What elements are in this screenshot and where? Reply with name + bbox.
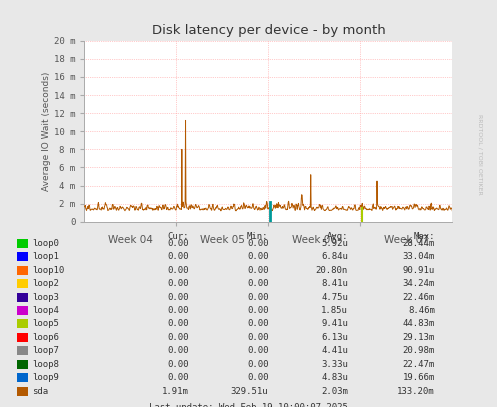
Text: 3.33u: 3.33u — [321, 360, 348, 369]
Text: 0.00: 0.00 — [167, 319, 189, 328]
Text: 0.00: 0.00 — [247, 266, 268, 275]
Text: 8.41u: 8.41u — [321, 279, 348, 288]
Text: sda: sda — [32, 387, 48, 396]
Text: 0.00: 0.00 — [167, 306, 189, 315]
Text: loop9: loop9 — [32, 373, 59, 382]
Text: 33.04m: 33.04m — [403, 252, 435, 261]
Text: 0.00: 0.00 — [247, 293, 268, 302]
Text: loop0: loop0 — [32, 239, 59, 248]
Text: loop2: loop2 — [32, 279, 59, 288]
Text: 0.00: 0.00 — [167, 346, 189, 355]
Text: 0.00: 0.00 — [167, 252, 189, 261]
Text: 29.13m: 29.13m — [403, 333, 435, 342]
Text: 28.44m: 28.44m — [403, 239, 435, 248]
Text: 19.66m: 19.66m — [403, 373, 435, 382]
Text: 0.00: 0.00 — [247, 373, 268, 382]
Text: loop10: loop10 — [32, 266, 65, 275]
Text: Week 04: Week 04 — [108, 235, 153, 245]
Text: RRDTOOL / TOBI OETIKER: RRDTOOL / TOBI OETIKER — [477, 114, 482, 195]
Text: 0.00: 0.00 — [247, 306, 268, 315]
Text: 0.00: 0.00 — [167, 279, 189, 288]
Text: Last update: Wed Feb 19 10:00:07 2025: Last update: Wed Feb 19 10:00:07 2025 — [149, 403, 348, 407]
Y-axis label: Average IO Wait (seconds): Average IO Wait (seconds) — [42, 72, 51, 191]
Text: 0.00: 0.00 — [167, 239, 189, 248]
Text: 44.83m: 44.83m — [403, 319, 435, 328]
Text: Week 06: Week 06 — [292, 235, 337, 245]
Text: 0.00: 0.00 — [247, 346, 268, 355]
Text: loop8: loop8 — [32, 360, 59, 369]
Text: 2.03m: 2.03m — [321, 387, 348, 396]
Text: 0.00: 0.00 — [247, 239, 268, 248]
Text: 4.41u: 4.41u — [321, 346, 348, 355]
Text: Avg:: Avg: — [327, 232, 348, 241]
Text: loop1: loop1 — [32, 252, 59, 261]
Text: loop4: loop4 — [32, 306, 59, 315]
Text: 20.98m: 20.98m — [403, 346, 435, 355]
Text: 22.47m: 22.47m — [403, 360, 435, 369]
Text: 0.00: 0.00 — [247, 360, 268, 369]
Text: Week 05: Week 05 — [200, 235, 245, 245]
Text: 9.41u: 9.41u — [321, 319, 348, 328]
Text: loop3: loop3 — [32, 293, 59, 302]
Text: 22.46m: 22.46m — [403, 293, 435, 302]
Text: 133.20m: 133.20m — [397, 387, 435, 396]
Text: 5.92u: 5.92u — [321, 239, 348, 248]
Text: 0.00: 0.00 — [167, 266, 189, 275]
Text: 6.84u: 6.84u — [321, 252, 348, 261]
Text: loop5: loop5 — [32, 319, 59, 328]
Text: 8.46m: 8.46m — [408, 306, 435, 315]
Text: 4.75u: 4.75u — [321, 293, 348, 302]
Text: 0.00: 0.00 — [247, 333, 268, 342]
Text: Cur:: Cur: — [167, 232, 189, 241]
Text: 0.00: 0.00 — [247, 279, 268, 288]
Text: 4.83u: 4.83u — [321, 373, 348, 382]
Text: 6.13u: 6.13u — [321, 333, 348, 342]
Text: 1.85u: 1.85u — [321, 306, 348, 315]
Text: loop6: loop6 — [32, 333, 59, 342]
Text: 329.51u: 329.51u — [231, 387, 268, 396]
Text: 20.80n: 20.80n — [316, 266, 348, 275]
Text: 0.00: 0.00 — [247, 319, 268, 328]
Text: Max:: Max: — [414, 232, 435, 241]
Text: 0.00: 0.00 — [167, 373, 189, 382]
Text: 34.24m: 34.24m — [403, 279, 435, 288]
Text: Week 07: Week 07 — [384, 235, 429, 245]
Text: 90.91u: 90.91u — [403, 266, 435, 275]
Text: 0.00: 0.00 — [167, 360, 189, 369]
Text: 0.00: 0.00 — [167, 333, 189, 342]
Title: Disk latency per device - by month: Disk latency per device - by month — [152, 24, 385, 37]
Text: loop7: loop7 — [32, 346, 59, 355]
Text: 0.00: 0.00 — [247, 252, 268, 261]
Text: 1.91m: 1.91m — [162, 387, 189, 396]
Text: Min:: Min: — [247, 232, 268, 241]
Text: 0.00: 0.00 — [167, 293, 189, 302]
